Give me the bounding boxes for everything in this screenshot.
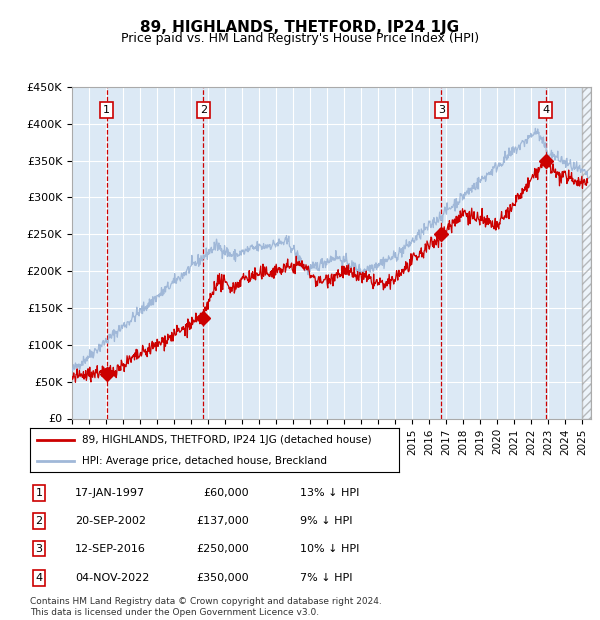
Text: 3: 3	[35, 544, 43, 554]
Text: 1: 1	[35, 488, 43, 498]
Bar	[583, 87, 591, 419]
Text: 17-JAN-1997: 17-JAN-1997	[75, 488, 145, 498]
Text: 12-SEP-2016: 12-SEP-2016	[75, 544, 146, 554]
Text: Contains HM Land Registry data © Crown copyright and database right 2024.
This d: Contains HM Land Registry data © Crown c…	[30, 598, 382, 617]
Text: 4: 4	[542, 105, 549, 115]
Text: 89, HIGHLANDS, THETFORD, IP24 1JG (detached house): 89, HIGHLANDS, THETFORD, IP24 1JG (detac…	[82, 435, 371, 445]
Text: £137,000: £137,000	[196, 516, 249, 526]
Text: 9% ↓ HPI: 9% ↓ HPI	[300, 516, 353, 526]
Text: £250,000: £250,000	[196, 544, 249, 554]
Text: 2: 2	[200, 105, 207, 115]
Text: HPI: Average price, detached house, Breckland: HPI: Average price, detached house, Brec…	[82, 456, 326, 466]
Text: 4: 4	[35, 573, 43, 583]
Text: 04-NOV-2022: 04-NOV-2022	[75, 573, 149, 583]
Text: £350,000: £350,000	[196, 573, 249, 583]
Text: 20-SEP-2002: 20-SEP-2002	[75, 516, 146, 526]
Text: 10% ↓ HPI: 10% ↓ HPI	[300, 544, 359, 554]
Text: 2: 2	[35, 516, 43, 526]
Text: 1: 1	[103, 105, 110, 115]
Text: 89, HIGHLANDS, THETFORD, IP24 1JG: 89, HIGHLANDS, THETFORD, IP24 1JG	[140, 20, 460, 35]
Text: 13% ↓ HPI: 13% ↓ HPI	[300, 488, 359, 498]
Text: 3: 3	[438, 105, 445, 115]
Text: £60,000: £60,000	[203, 488, 249, 498]
Text: 7% ↓ HPI: 7% ↓ HPI	[300, 573, 353, 583]
Text: Price paid vs. HM Land Registry's House Price Index (HPI): Price paid vs. HM Land Registry's House …	[121, 32, 479, 45]
